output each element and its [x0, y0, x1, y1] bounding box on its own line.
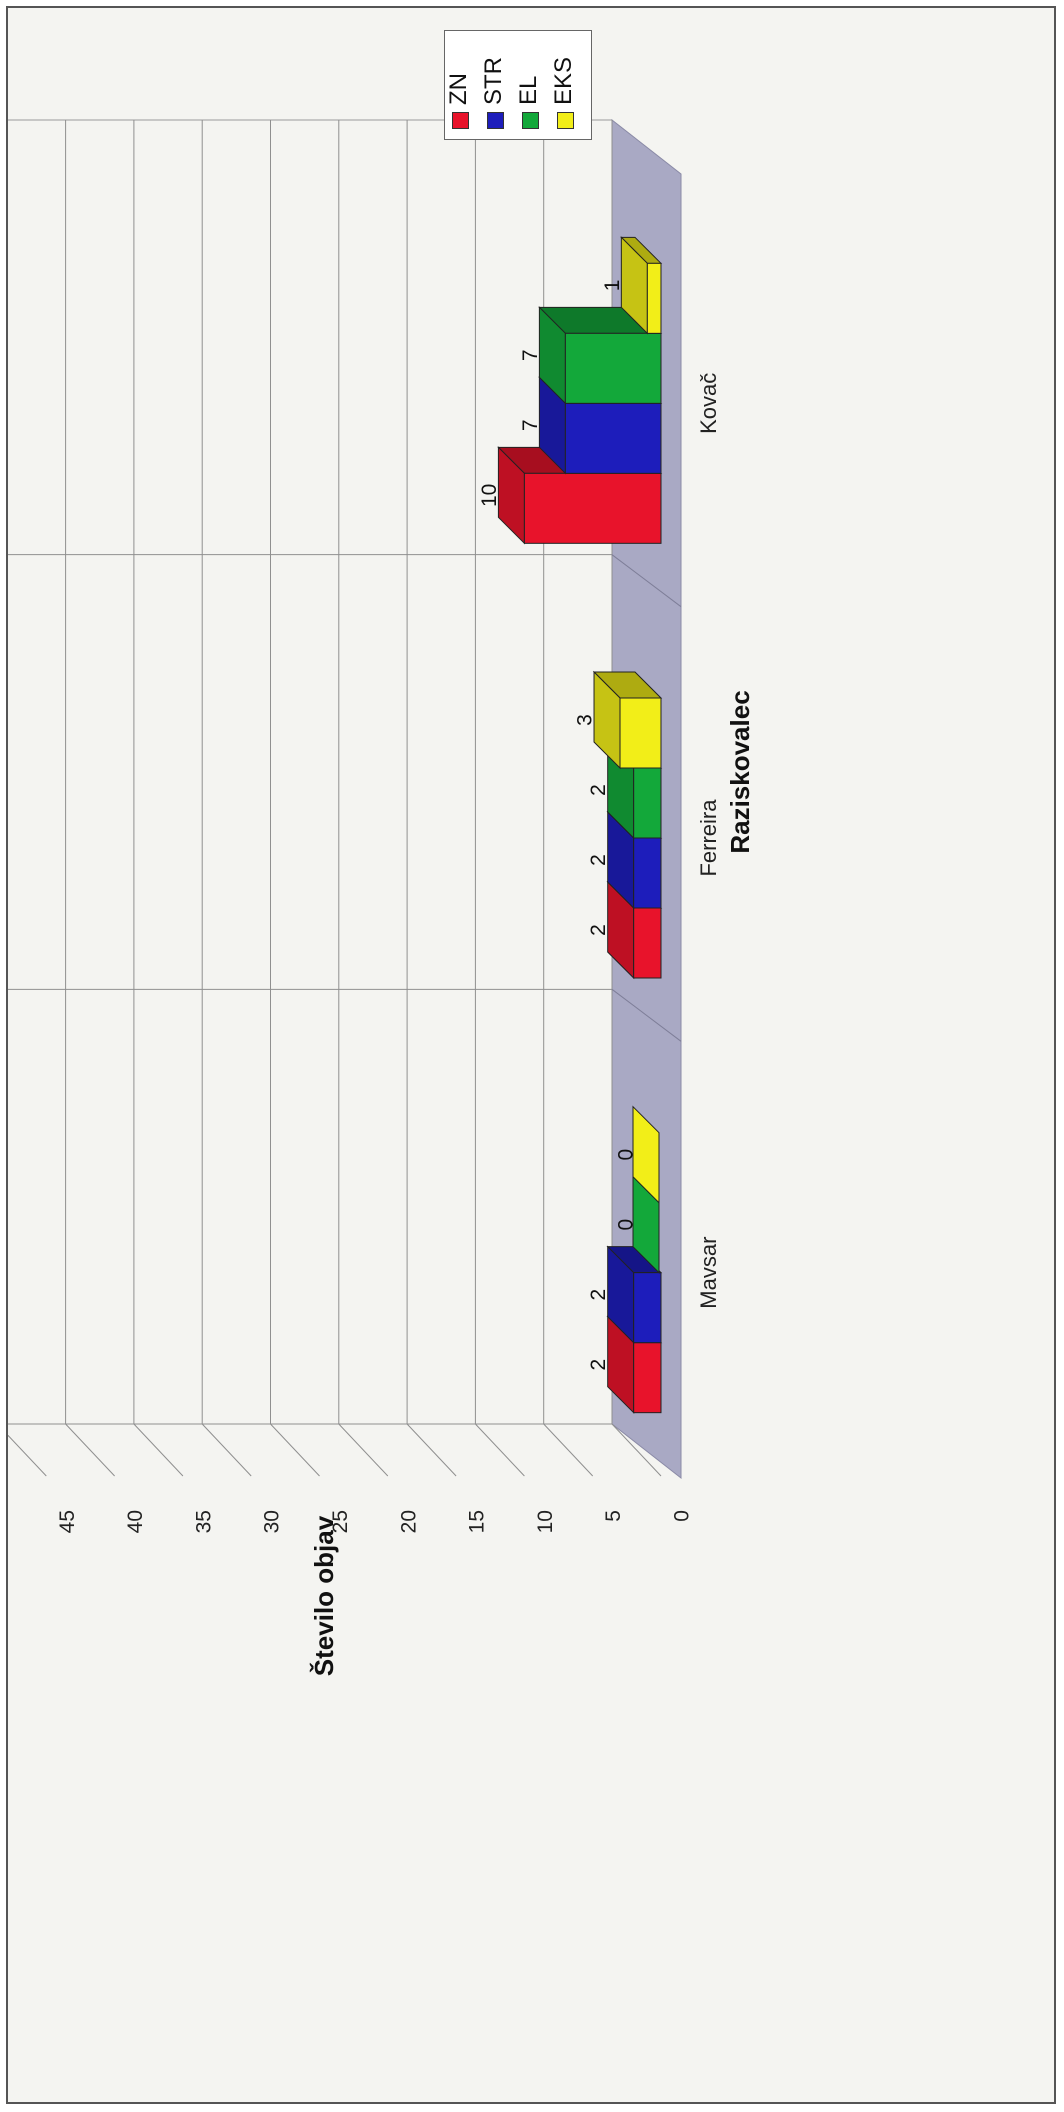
data-label: 0	[615, 1219, 638, 1231]
bar-zn	[634, 908, 661, 978]
legend-swatch-el	[522, 112, 539, 129]
category-label: Ferreira	[696, 799, 721, 877]
gridline-depth	[134, 1424, 183, 1476]
data-label: 0	[615, 1149, 638, 1161]
gridline-depth	[339, 1424, 388, 1476]
y-tick-label: 10	[534, 1510, 557, 1533]
legend-swatch-eks	[557, 112, 574, 129]
y-tick-label: 45	[56, 1510, 79, 1533]
gridline-depth	[8, 1424, 46, 1476]
bar-zn	[524, 473, 661, 543]
chart-frame: 0 5 10 15 20 25 30 35 40 45 Število objav Raziskova…	[6, 6, 1056, 2104]
legend-item-el: EL	[517, 39, 547, 135]
bar-str	[634, 1273, 661, 1343]
data-label: 2	[587, 854, 610, 866]
data-label: 2	[587, 1359, 610, 1371]
bar-el	[565, 333, 661, 403]
legend-label-str: STR	[480, 57, 508, 105]
back-wall	[8, 120, 612, 1424]
y-tick-label: 20	[397, 1510, 420, 1533]
y-axis-title: Število objav	[309, 1515, 339, 1676]
legend-label-zn: ZN	[445, 73, 473, 105]
data-label: 3	[574, 714, 597, 726]
legend-swatch-zn	[452, 112, 469, 129]
gridline-depth	[407, 1424, 456, 1476]
legend-label-eks: EKS	[550, 57, 578, 105]
gridline-depth	[475, 1424, 524, 1476]
legend-item-zn: ZN	[447, 39, 477, 135]
legend-item-str: STR	[482, 39, 512, 135]
data-label: 7	[519, 349, 542, 361]
bar-zn	[634, 1343, 661, 1413]
category-label: Mavsar	[696, 1237, 721, 1309]
data-label: 2	[587, 784, 610, 796]
gridline-depth	[202, 1424, 251, 1476]
legend-label-el: EL	[515, 76, 543, 105]
data-label: 2	[587, 1289, 610, 1301]
bar-el	[634, 768, 661, 838]
y-tick-label: 30	[261, 1510, 284, 1533]
data-label: 7	[519, 419, 542, 431]
data-label: 10	[478, 484, 501, 507]
y-tick-label: 5	[602, 1510, 625, 1522]
legend-item-eks: EKS	[552, 39, 582, 135]
legend: ZN STR EL EKS	[444, 30, 592, 140]
category-label: Kovač	[696, 373, 721, 434]
gridline-depth	[544, 1424, 593, 1476]
bar-str	[634, 838, 661, 908]
data-label: 1	[601, 279, 624, 291]
data-label: 2	[587, 924, 610, 936]
bar-str	[565, 403, 661, 473]
y-tick-label: 35	[192, 1510, 215, 1533]
legend-swatch-str	[487, 112, 504, 129]
x-axis-title: Raziskovalec	[725, 690, 755, 853]
y-tick-label: 40	[124, 1510, 147, 1533]
y-tick-label: 0	[671, 1510, 694, 1522]
bar-eks	[647, 263, 661, 333]
bar-eks	[620, 698, 661, 768]
y-tick-label: 15	[466, 1510, 489, 1533]
gridline-depth	[66, 1424, 115, 1476]
gridline-depth	[271, 1424, 320, 1476]
